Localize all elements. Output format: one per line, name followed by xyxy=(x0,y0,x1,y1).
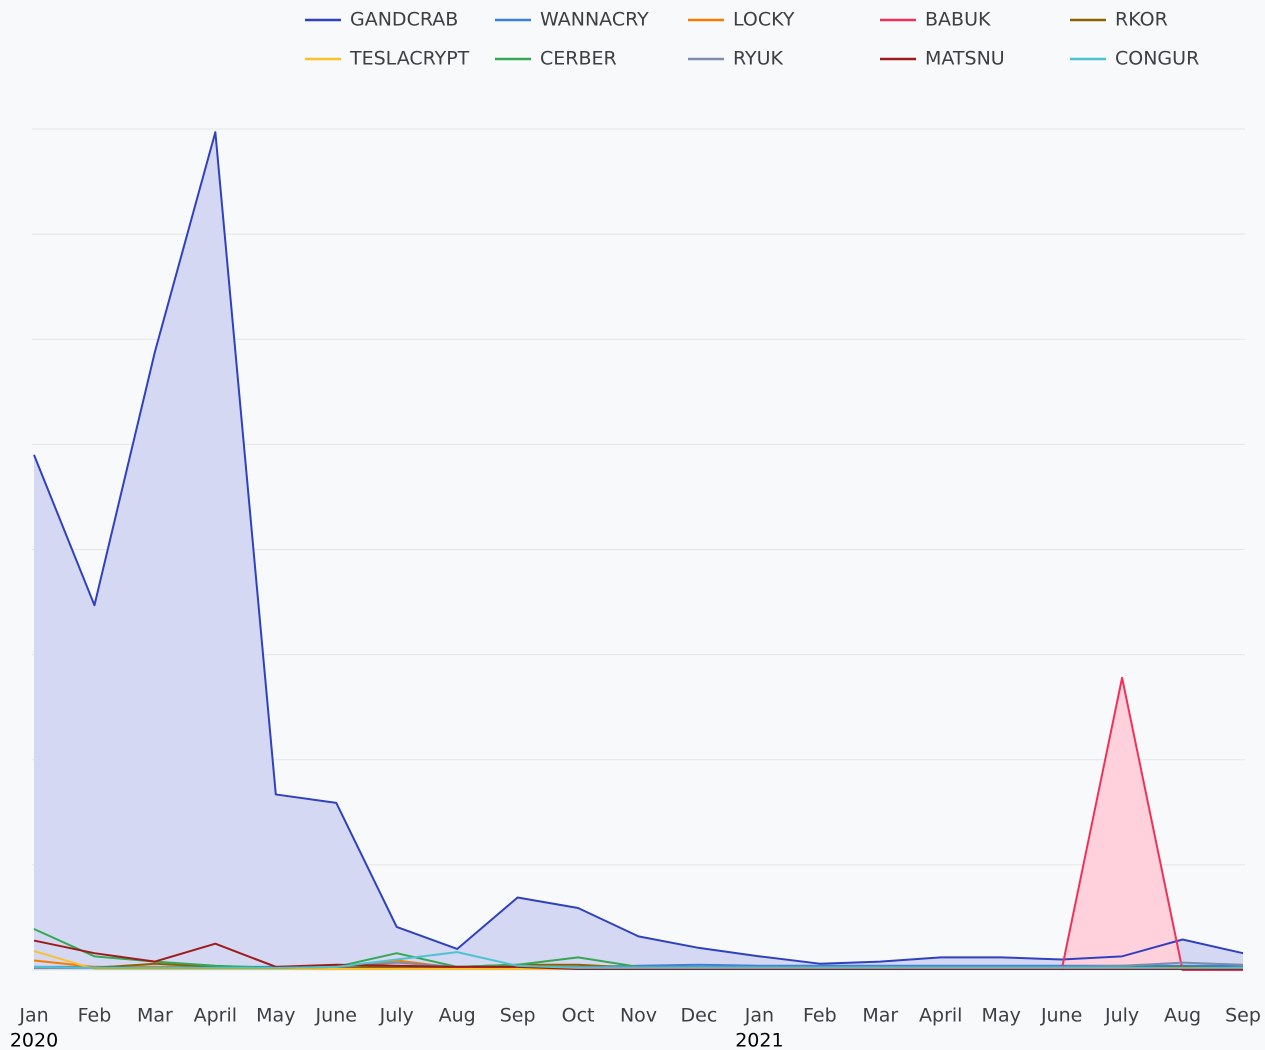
legend-label: CONGUR xyxy=(1115,48,1199,70)
x-tick-label: Dec xyxy=(681,1005,718,1027)
x-tick-label: April xyxy=(919,1005,962,1027)
legend-label: MATSNU xyxy=(925,48,1005,70)
legend-label: RKOR xyxy=(1115,9,1168,31)
legend-label: BABUK xyxy=(925,9,991,31)
x-tick-label: Mar xyxy=(862,1005,898,1027)
x-tick-label: Aug xyxy=(1164,1005,1201,1027)
line xyxy=(33,951,1243,969)
area xyxy=(34,132,1243,970)
x-tick-label: Jan xyxy=(18,1005,48,1027)
legend-label: TESLACRYPT xyxy=(349,48,470,70)
line xyxy=(33,131,1244,965)
legend-label: WANNACRY xyxy=(540,9,649,31)
x-tick-label: July xyxy=(379,1005,414,1027)
x-tick-label: Sep xyxy=(1225,1005,1261,1027)
legend-label: RYUK xyxy=(733,48,783,70)
x-tick-label: May xyxy=(256,1005,295,1027)
x-tick-label: Feb xyxy=(78,1005,112,1027)
x-tick-label: Sep xyxy=(500,1005,536,1027)
year-label: 2020 xyxy=(10,1030,58,1050)
x-tick-label: May xyxy=(982,1005,1021,1027)
legend-label: GANDCRAB xyxy=(350,9,458,31)
year-label: 2021 xyxy=(735,1030,783,1050)
x-tick-label: Jan xyxy=(744,1005,774,1027)
x-tick-label: Feb xyxy=(803,1005,837,1027)
legend-label: CERBER xyxy=(540,48,617,70)
x-tick-label: June xyxy=(1040,1005,1082,1027)
line xyxy=(33,939,1243,970)
x-tick-label: June xyxy=(315,1005,357,1027)
x-tick-label: Nov xyxy=(620,1005,657,1027)
line xyxy=(1060,676,1243,971)
x-tick-label: April xyxy=(194,1005,237,1027)
x-tick-label: Mar xyxy=(137,1005,173,1027)
legend-label: LOCKY xyxy=(733,9,795,31)
x-tick-label: Oct xyxy=(562,1005,595,1027)
x-tick-label: Aug xyxy=(439,1005,476,1027)
x-tick-label: July xyxy=(1104,1005,1139,1027)
